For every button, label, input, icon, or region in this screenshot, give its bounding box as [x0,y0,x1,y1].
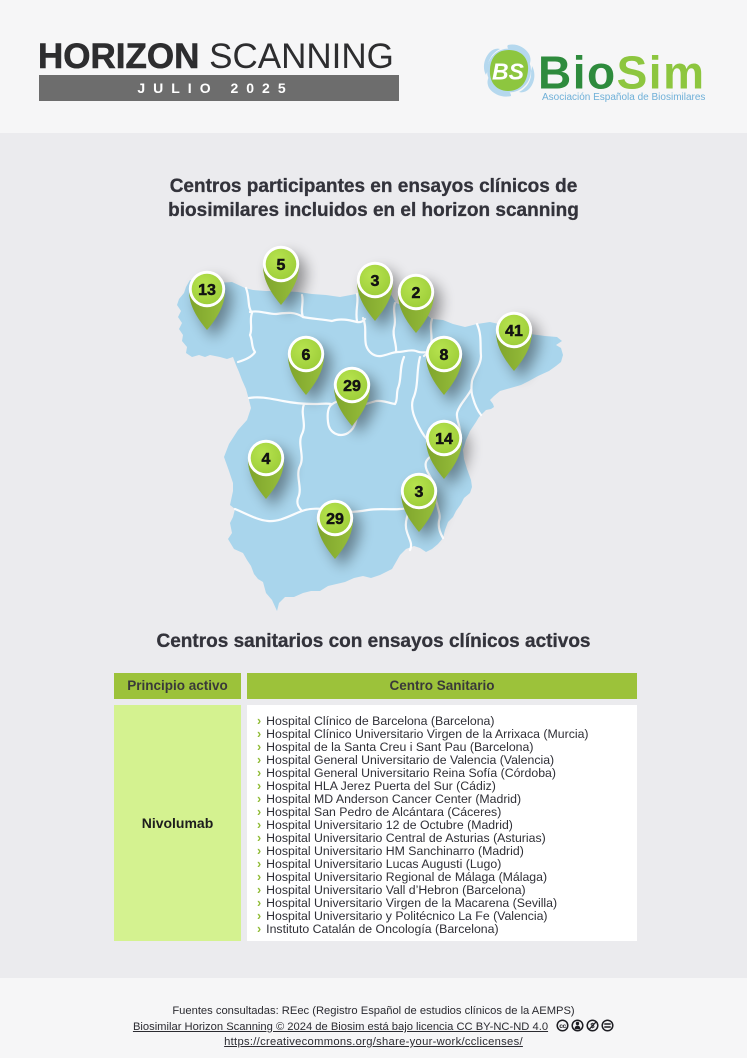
svg-text:29: 29 [343,378,361,395]
svg-text:3: 3 [371,273,380,290]
svg-text:13: 13 [198,282,216,299]
svg-text:3: 3 [415,484,424,501]
svg-text:BioSim: BioSim [538,47,705,99]
svg-text:cc: cc [559,1023,566,1030]
svg-text:6: 6 [302,347,311,364]
svg-text:2: 2 [412,285,421,302]
svg-text:Asociación Española de Biosimi: Asociación Española de Biosimilares [542,92,705,103]
svg-text:BS: BS [492,59,525,85]
svg-text:14: 14 [435,431,453,448]
svg-text:41: 41 [505,323,523,340]
svg-text:29: 29 [326,511,344,528]
svg-text:5: 5 [277,257,286,274]
svg-text:8: 8 [440,347,449,364]
svg-text:4: 4 [262,451,271,468]
